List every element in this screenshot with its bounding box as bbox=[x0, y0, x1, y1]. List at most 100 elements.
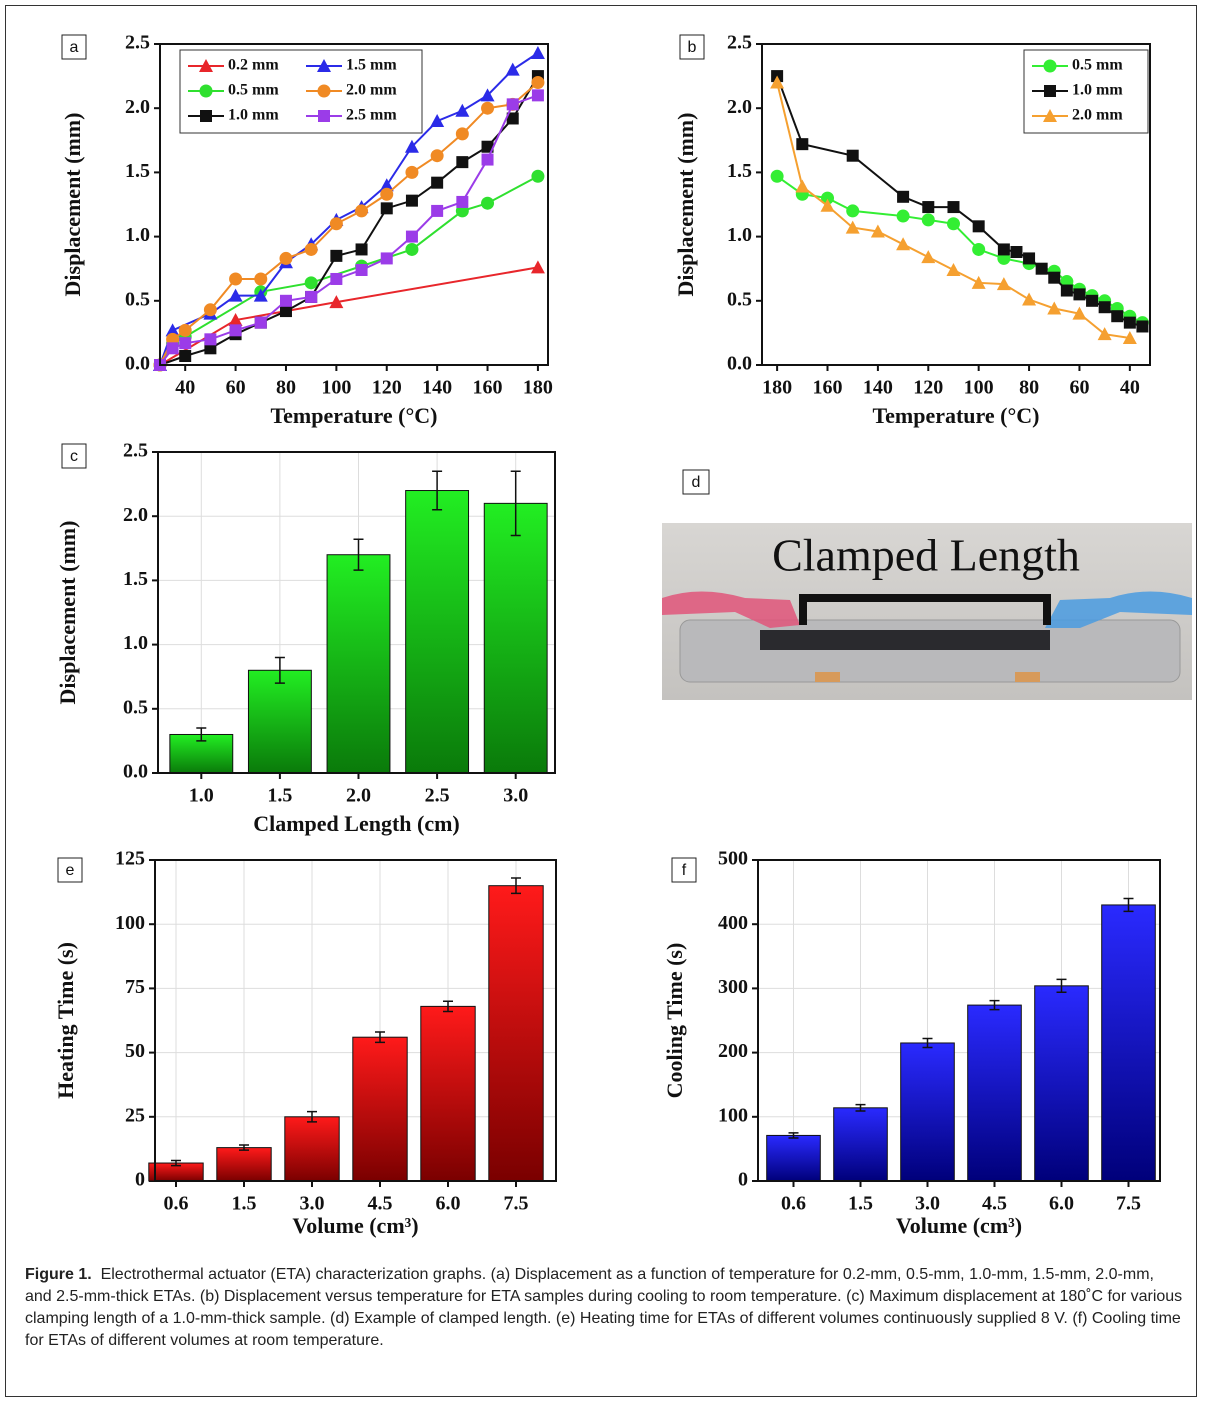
marker bbox=[506, 63, 520, 76]
marker bbox=[973, 220, 985, 232]
bar bbox=[285, 1117, 339, 1181]
y-tick-label: 75 bbox=[125, 976, 145, 998]
y-tick-label: 1.0 bbox=[123, 632, 148, 654]
marker bbox=[430, 114, 444, 127]
marker bbox=[972, 243, 985, 256]
x-tick-label: 80 bbox=[276, 377, 296, 399]
marker bbox=[229, 272, 242, 285]
marker bbox=[200, 85, 213, 98]
marker bbox=[431, 177, 443, 189]
y-tick-label: 2.0 bbox=[123, 504, 148, 526]
legend-label: 1.0 mm bbox=[1072, 82, 1123, 99]
legend-label: 2.0 mm bbox=[1072, 107, 1123, 124]
marker bbox=[1048, 272, 1060, 284]
bar bbox=[834, 1108, 888, 1181]
panel-label: f bbox=[682, 862, 687, 879]
marker bbox=[305, 291, 317, 303]
y-tick-label: 200 bbox=[718, 1040, 748, 1062]
y-tick-label: 2.0 bbox=[125, 96, 150, 118]
x-tick-label: 2.0 bbox=[346, 785, 371, 807]
y-tick-label: 2.5 bbox=[123, 440, 148, 462]
caption: Figure 1. Electrothermal actuator (ETA) … bbox=[25, 1264, 1185, 1352]
y-tick-label: 2.5 bbox=[727, 32, 752, 54]
y-tick-label: 1.5 bbox=[123, 568, 148, 590]
y-tick-label: 0 bbox=[738, 1169, 748, 1191]
marker bbox=[179, 337, 191, 349]
y-tick-label: 500 bbox=[718, 848, 748, 870]
legend-label: 2.0 mm bbox=[346, 82, 397, 99]
bar bbox=[484, 503, 547, 773]
bar bbox=[489, 886, 543, 1181]
marker bbox=[1036, 263, 1048, 275]
x-tick-label: 1.5 bbox=[267, 785, 292, 807]
marker bbox=[431, 149, 444, 162]
marker bbox=[531, 76, 544, 89]
y-tick-label: 1.0 bbox=[125, 224, 150, 246]
marker bbox=[381, 202, 393, 214]
y-tick-label: 25 bbox=[125, 1104, 145, 1126]
marker bbox=[921, 250, 935, 263]
x-tick-label: 180 bbox=[523, 377, 553, 399]
x-tick-label: 1.5 bbox=[848, 1193, 873, 1215]
bar bbox=[421, 1006, 475, 1181]
x-tick-label: 100 bbox=[964, 377, 994, 399]
x-axis-title: Clamped Length (cm) bbox=[253, 811, 460, 836]
bar bbox=[248, 670, 311, 773]
y-tick-label: 0.5 bbox=[123, 696, 148, 718]
marker bbox=[380, 188, 393, 201]
y-axis-title: Heating Time (s) bbox=[53, 942, 78, 1099]
y-tick-label: 1.0 bbox=[727, 224, 752, 246]
marker bbox=[796, 138, 808, 150]
marker bbox=[318, 110, 330, 122]
marker bbox=[279, 252, 292, 265]
y-axis-title: Cooling Time (s) bbox=[662, 943, 687, 1099]
marker bbox=[356, 264, 368, 276]
x-tick-label: 3.0 bbox=[300, 1193, 325, 1215]
legend-label: 0.5 mm bbox=[228, 82, 279, 99]
marker bbox=[330, 273, 342, 285]
marker bbox=[998, 243, 1010, 255]
x-tick-label: 2.5 bbox=[425, 785, 450, 807]
marker bbox=[1136, 320, 1148, 332]
marker bbox=[922, 201, 934, 213]
y-tick-label: 0.5 bbox=[125, 288, 150, 310]
marker bbox=[482, 154, 494, 166]
marker bbox=[456, 127, 469, 140]
bar bbox=[1035, 986, 1089, 1181]
panel-label: a bbox=[70, 39, 79, 56]
bar bbox=[406, 491, 469, 773]
x-tick-label: 1.0 bbox=[189, 785, 214, 807]
marker bbox=[531, 260, 545, 273]
x-tick-label: 160 bbox=[473, 377, 503, 399]
legend-label: 1.0 mm bbox=[228, 107, 279, 124]
x-tick-label: 60 bbox=[226, 377, 246, 399]
base-plate bbox=[680, 620, 1180, 682]
pad bbox=[1015, 672, 1040, 682]
bar bbox=[1102, 905, 1156, 1181]
marker bbox=[356, 243, 368, 255]
marker bbox=[405, 166, 418, 179]
marker bbox=[305, 276, 318, 289]
legend-label: 0.5 mm bbox=[1072, 57, 1123, 74]
marker bbox=[1010, 246, 1022, 258]
marker bbox=[1111, 310, 1123, 322]
x-tick-label: 0.6 bbox=[781, 1193, 806, 1215]
x-tick-label: 80 bbox=[1019, 377, 1039, 399]
marker bbox=[330, 217, 343, 230]
bar bbox=[353, 1037, 407, 1181]
panel-label: e bbox=[66, 862, 75, 879]
marker bbox=[381, 252, 393, 264]
marker bbox=[1044, 60, 1057, 73]
marker bbox=[230, 324, 242, 336]
marker bbox=[947, 201, 959, 213]
figure: Clamped Length d 0.00.51.01.52.02.5Tempe… bbox=[0, 0, 1205, 1405]
x-tick-label: 1.5 bbox=[232, 1193, 257, 1215]
legend-label: 0.2 mm bbox=[228, 57, 279, 74]
marker bbox=[280, 295, 292, 307]
y-tick-label: 400 bbox=[718, 912, 748, 934]
y-axis-title: Displacement (mm) bbox=[55, 521, 80, 705]
panel-label: c bbox=[70, 448, 78, 465]
y-tick-label: 1.5 bbox=[727, 160, 752, 182]
y-tick-label: 100 bbox=[115, 912, 145, 934]
marker bbox=[254, 272, 267, 285]
